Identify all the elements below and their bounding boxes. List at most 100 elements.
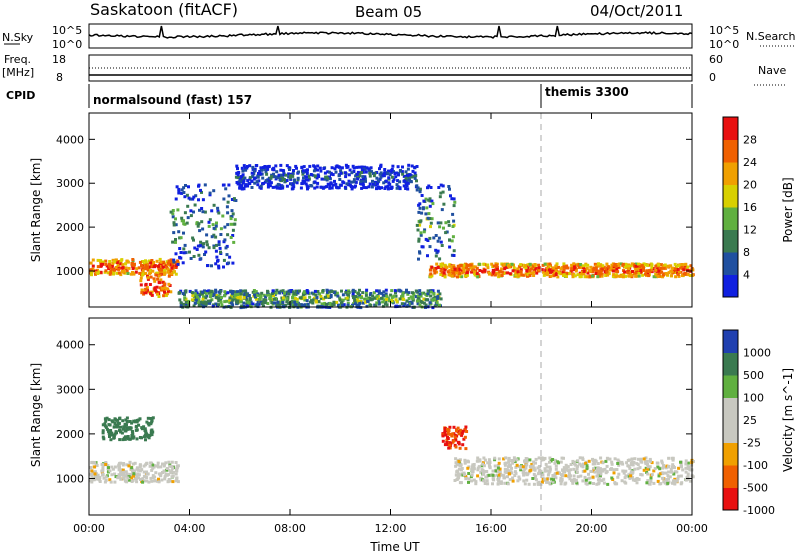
vel-echo-0-15 xyxy=(141,477,145,481)
power-echo-1-279 xyxy=(473,273,477,277)
vel-echo-3-85 xyxy=(103,422,107,426)
vel-echo-0-160 xyxy=(121,468,125,472)
power-echo-4-469 xyxy=(265,172,269,176)
power-echo-0-188 xyxy=(151,269,155,273)
vel-echo-0-162 xyxy=(107,466,110,470)
power-echo-3-93 xyxy=(210,235,214,239)
power-echo-1-565 xyxy=(588,275,592,279)
power-echo-4-280 xyxy=(251,175,255,178)
vel-echo-1-447 xyxy=(534,457,538,461)
power-echo-3-167 xyxy=(222,265,225,269)
vel-echo-3-133 xyxy=(119,430,123,434)
vel-echo-1-323 xyxy=(587,472,590,476)
vel-echo-2-34 xyxy=(443,426,447,430)
power-echo-6-401 xyxy=(238,296,242,300)
vel-echo-2-28 xyxy=(443,431,447,434)
power-echo-4-378 xyxy=(251,165,255,169)
power-echo-1-645 xyxy=(472,265,476,269)
power-echo-3-122 xyxy=(177,191,181,195)
vel-echo-1-155 xyxy=(457,474,461,478)
power-echo-0-160 xyxy=(159,260,163,264)
power-echo-6-7 xyxy=(341,293,345,297)
freq-unit: [MHz] xyxy=(2,66,34,79)
vel-echo-1-637 xyxy=(523,482,527,486)
vel-echo-2-57 xyxy=(443,443,447,447)
power-echo-6-671 xyxy=(303,292,307,296)
power-echo-4-221 xyxy=(315,185,319,189)
power-echo-3-25 xyxy=(171,212,175,216)
power-echo-6-456 xyxy=(373,296,377,300)
vel-echo-1-658 xyxy=(686,477,690,481)
vel-echo-1-210 xyxy=(572,474,576,478)
power-echo-4-145 xyxy=(334,170,338,174)
power-echo-1-293 xyxy=(624,262,628,266)
power-echo-4-297 xyxy=(391,179,395,183)
power-echo-1-681 xyxy=(516,270,520,274)
power-echo-1-544 xyxy=(492,264,496,268)
vel-cbar-tick-5: -100 xyxy=(743,459,768,472)
freq-panel: Freq. [MHz] 18 8 60 0 Nave xyxy=(2,53,786,86)
vel-echo-2-14 xyxy=(461,443,465,447)
power-echo-4-411 xyxy=(285,184,289,188)
power-echo-4-327 xyxy=(301,170,305,174)
power-echo-4-234 xyxy=(292,185,296,189)
power-cbar-tick-0: 4 xyxy=(743,269,750,282)
power-echo-6-644 xyxy=(375,289,379,293)
power-echo-1-462 xyxy=(630,262,634,266)
power-echo-1-724 xyxy=(554,273,558,276)
power-echo-3-146 xyxy=(200,207,204,210)
power-echo-2-51 xyxy=(155,271,159,275)
power-echo-1-573 xyxy=(589,269,593,273)
power-echo-3-77 xyxy=(222,240,226,244)
power-echo-4-239 xyxy=(267,164,271,168)
power-echo-4-168 xyxy=(266,185,270,189)
power-echo-3-171 xyxy=(229,236,233,239)
vel-echo-3-49 xyxy=(109,429,113,432)
power-echo-4-359 xyxy=(255,164,259,167)
power-echo-5-103 xyxy=(436,249,440,253)
power-echo-4-148 xyxy=(266,178,270,182)
power-echo-6-4 xyxy=(187,299,191,303)
power-cbar-tick-6: 28 xyxy=(743,134,757,147)
power-echo-4-417 xyxy=(256,175,260,179)
power-echo-6-226 xyxy=(416,297,420,301)
power-echo-0-217 xyxy=(117,267,121,271)
power-echo-1-647 xyxy=(554,269,558,273)
power-echo-0-158 xyxy=(141,269,145,273)
power-echo-5-41 xyxy=(439,183,443,187)
power-echo-1-568 xyxy=(518,265,522,268)
power-echo-3-166 xyxy=(172,258,176,262)
power-echo-3-137 xyxy=(182,191,186,194)
power-echo-6-289 xyxy=(371,297,374,301)
power-echo-0-101 xyxy=(149,265,153,269)
power-echo-6-587 xyxy=(235,298,239,302)
power-echo-1-679 xyxy=(495,263,498,267)
vel-echo-1-601 xyxy=(528,458,532,462)
power-echo-4-466 xyxy=(384,179,388,183)
vel-echo-1-349 xyxy=(673,482,677,486)
vel-echo-1-281 xyxy=(684,466,688,470)
power-echo-4-298 xyxy=(370,185,374,189)
power-echo-4-440 xyxy=(371,179,374,183)
power-echo-6-612 xyxy=(299,296,303,300)
power-echo-6-607 xyxy=(292,292,296,296)
vel-echo-0-46 xyxy=(102,476,106,480)
power-echo-4-209 xyxy=(395,183,399,187)
vel-echo-1-600 xyxy=(470,468,474,472)
vel-echo-1-337 xyxy=(661,476,664,480)
power-echo-0-25 xyxy=(137,266,141,270)
power-echo-1-613 xyxy=(654,268,658,272)
y-tick-label-2: 3000 xyxy=(56,383,84,396)
vel-echo-1-418 xyxy=(529,468,533,472)
vel-echo-0-145 xyxy=(136,468,140,472)
vel-echo-0-200 xyxy=(142,470,146,474)
power-echo-1-597 xyxy=(561,270,565,274)
power-echo-6-208 xyxy=(249,300,253,304)
power-echo-6-572 xyxy=(290,300,294,304)
vel-echo-1-439 xyxy=(515,458,519,462)
vel-echo-1-471 xyxy=(532,467,536,471)
vel-echo-3-134 xyxy=(125,420,129,423)
